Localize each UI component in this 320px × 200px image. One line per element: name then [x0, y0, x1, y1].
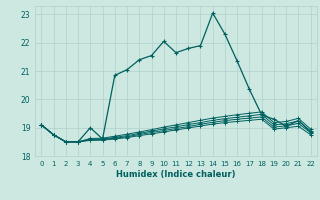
X-axis label: Humidex (Indice chaleur): Humidex (Indice chaleur)	[116, 170, 236, 179]
